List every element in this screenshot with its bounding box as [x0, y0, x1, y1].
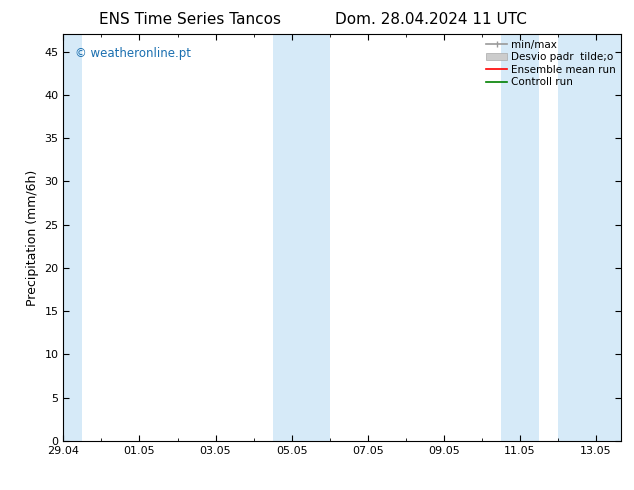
Text: ENS Time Series Tancos: ENS Time Series Tancos [99, 12, 281, 27]
Bar [63, 34, 82, 441]
Y-axis label: Precipitation (mm/6h): Precipitation (mm/6h) [26, 170, 39, 306]
Bar [501, 34, 539, 441]
Bar [273, 34, 330, 441]
Text: Dom. 28.04.2024 11 UTC: Dom. 28.04.2024 11 UTC [335, 12, 527, 27]
Legend: min/max, Desvio padr  tilde;o, Ensemble mean run, Controll run: min/max, Desvio padr tilde;o, Ensemble m… [484, 37, 618, 89]
Text: © weatheronline.pt: © weatheronline.pt [75, 47, 191, 59]
Bar [558, 34, 621, 441]
